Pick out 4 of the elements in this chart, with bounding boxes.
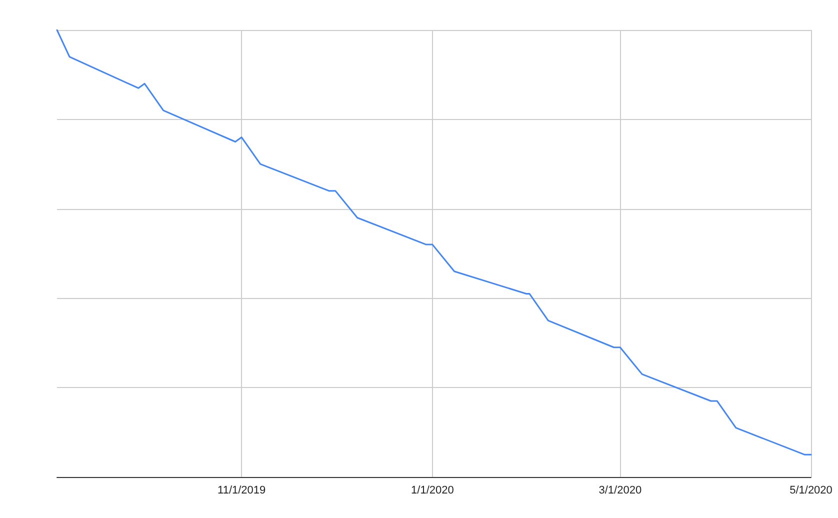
x-tick-label: 1/1/2020 [411,484,454,496]
x-tick-label: 3/1/2020 [598,484,642,496]
x-tick-label: 11/1/2019 [218,484,266,496]
x-tick-label: 5/1/2020 [790,484,832,496]
